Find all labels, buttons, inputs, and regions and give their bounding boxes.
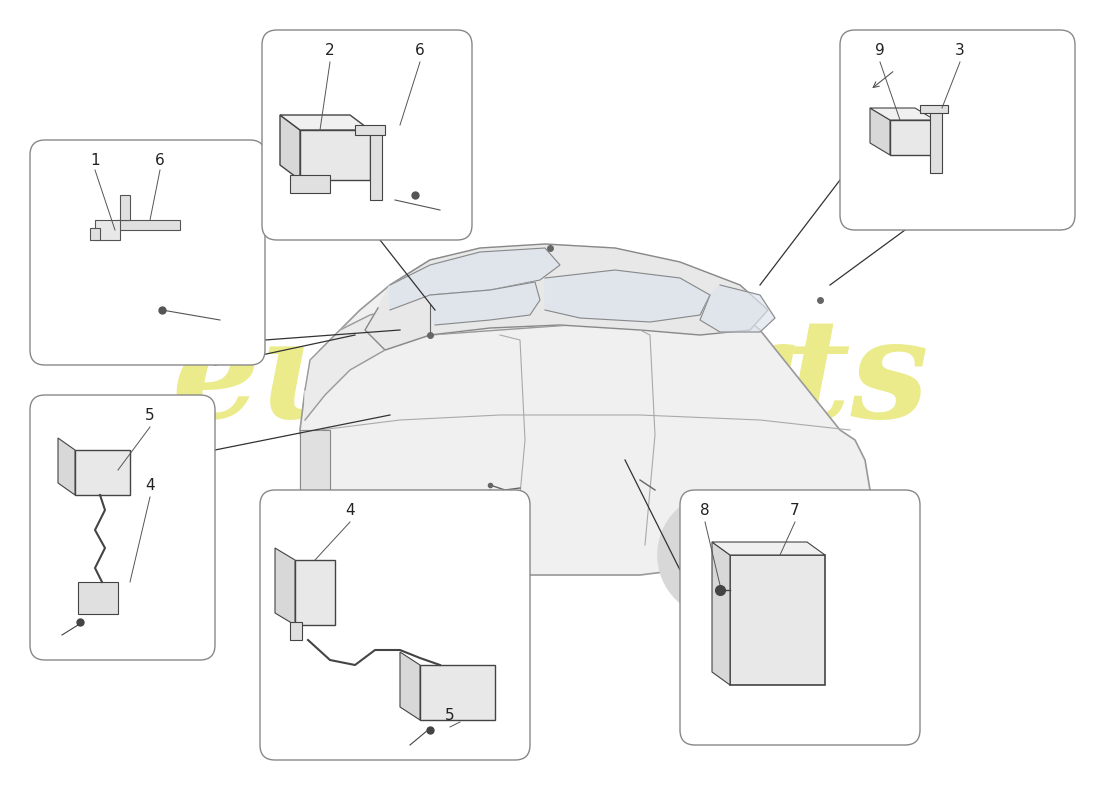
Text: 3: 3 — [955, 43, 965, 58]
Polygon shape — [58, 438, 75, 495]
Bar — [290, 175, 330, 193]
Polygon shape — [280, 115, 370, 130]
Polygon shape — [365, 244, 768, 350]
Bar — [300, 130, 370, 180]
Bar — [890, 120, 935, 155]
Circle shape — [658, 493, 782, 617]
Bar — [116, 220, 180, 230]
Text: 9: 9 — [876, 43, 884, 58]
Polygon shape — [870, 108, 935, 120]
Polygon shape — [712, 542, 730, 685]
Bar — [75, 450, 130, 495]
Text: 7: 7 — [790, 503, 800, 518]
FancyBboxPatch shape — [680, 490, 920, 745]
FancyBboxPatch shape — [262, 30, 472, 240]
Polygon shape — [544, 270, 710, 322]
Bar — [730, 555, 825, 685]
Bar — [930, 108, 942, 173]
Polygon shape — [390, 248, 560, 310]
Text: 6: 6 — [415, 43, 425, 58]
Bar — [920, 105, 948, 113]
FancyBboxPatch shape — [30, 140, 265, 365]
Text: 1: 1 — [90, 153, 100, 168]
Polygon shape — [300, 245, 870, 575]
Text: 5: 5 — [145, 408, 155, 423]
Text: 4: 4 — [145, 478, 155, 493]
Circle shape — [360, 525, 420, 585]
Polygon shape — [430, 282, 540, 325]
Bar — [290, 622, 303, 640]
Bar — [300, 430, 330, 490]
Polygon shape — [280, 115, 300, 180]
FancyBboxPatch shape — [840, 30, 1075, 230]
Circle shape — [689, 524, 751, 586]
Bar — [78, 582, 118, 614]
Polygon shape — [305, 295, 590, 420]
Text: a passion for parts since 1985: a passion for parts since 1985 — [339, 470, 842, 590]
Text: 2: 2 — [326, 43, 334, 58]
Polygon shape — [400, 652, 420, 720]
Bar — [355, 125, 385, 135]
Polygon shape — [870, 108, 890, 155]
Bar — [370, 130, 382, 200]
FancyBboxPatch shape — [260, 490, 530, 760]
Text: 8: 8 — [701, 503, 710, 518]
Bar — [95, 220, 120, 240]
Polygon shape — [700, 285, 776, 332]
Polygon shape — [712, 542, 825, 555]
Polygon shape — [275, 548, 295, 625]
Text: 6: 6 — [155, 153, 165, 168]
Bar — [420, 665, 495, 720]
Bar — [295, 560, 336, 625]
Circle shape — [330, 495, 450, 615]
Bar — [120, 195, 130, 220]
Text: 4: 4 — [345, 503, 355, 518]
Text: europarts: europarts — [172, 313, 928, 447]
Text: 5: 5 — [446, 708, 454, 723]
Bar — [90, 228, 100, 240]
FancyBboxPatch shape — [30, 395, 214, 660]
